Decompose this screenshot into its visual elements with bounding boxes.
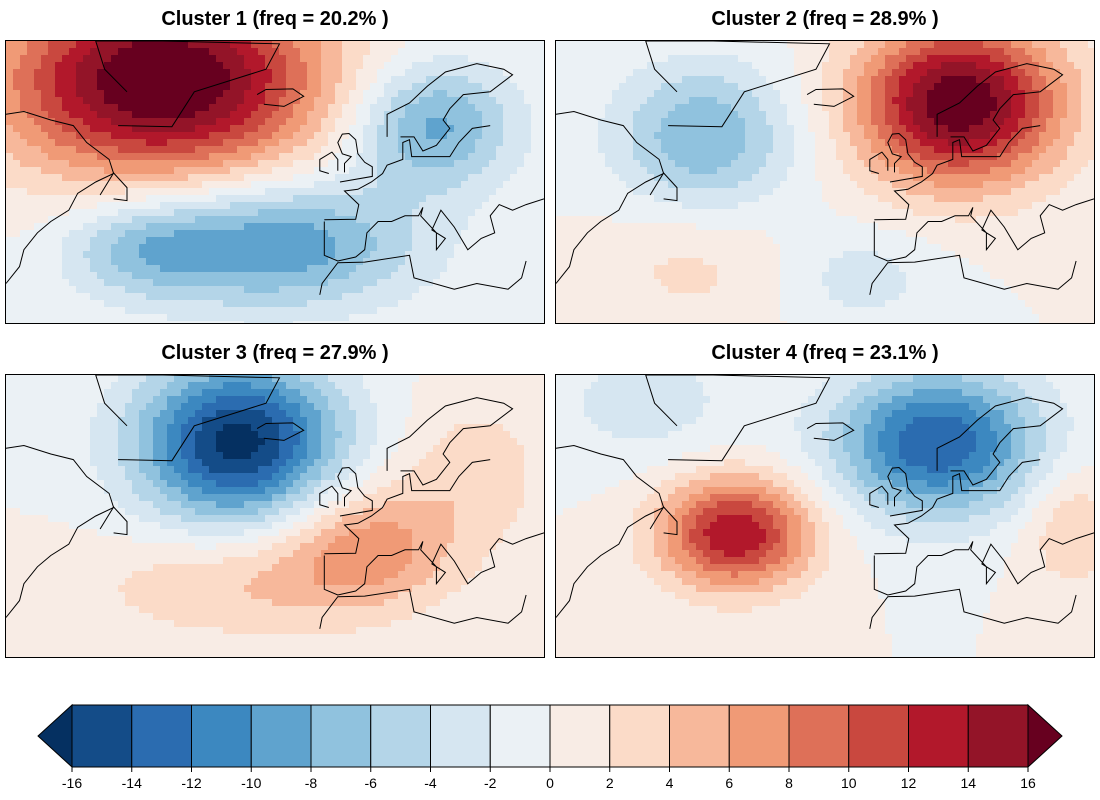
north-africa-coastline	[869, 254, 1077, 295]
anomaly-field	[6, 375, 544, 657]
colorbar-tick-label: -12	[181, 775, 201, 791]
north-africa-coastline	[319, 588, 527, 629]
map-cluster-4	[555, 374, 1095, 658]
scandinavia-coastline	[386, 63, 514, 152]
colorbar-tick-label: -6	[365, 775, 378, 791]
biscay-coastline	[874, 459, 1041, 555]
north-america-coastline	[556, 444, 665, 618]
iceland-coastline	[256, 88, 305, 107]
great-britain-coastline	[887, 132, 923, 183]
europe-coastline	[323, 532, 544, 596]
scandinavia-coastline	[936, 397, 1064, 486]
colorbar-extend-low	[37, 703, 73, 769]
anomaly-field	[556, 375, 1094, 657]
colorbar-tick-label: -14	[122, 775, 142, 791]
ireland-coastline	[319, 485, 339, 508]
colorbar: -16 -14 -12 -10 -8 -6 -4 -2 0 2 4 6 8 10 12 14 16	[37, 703, 1063, 791]
scandinavia-coastline	[936, 63, 1064, 152]
colorbar-tick-label: 14	[960, 775, 976, 791]
iceland-coastline	[256, 422, 305, 441]
scandinavia-coastline	[386, 397, 514, 486]
coastlines	[6, 41, 544, 295]
map-cluster-1	[5, 40, 545, 324]
coastlines	[556, 375, 1094, 629]
colorbar-tick-label: 0	[546, 775, 554, 791]
colorbar-swatch	[609, 704, 670, 768]
colorbar-swatch	[131, 704, 192, 768]
greenland-coastline	[645, 375, 831, 462]
colorbar-tick-label: 10	[841, 775, 857, 791]
colorbar-extend-high	[1027, 703, 1063, 769]
colorbar-tick-label: 12	[901, 775, 917, 791]
north-america-coastline	[6, 444, 115, 618]
iceland-coastline	[806, 422, 855, 441]
colorbar-swatch	[430, 704, 491, 768]
colorbar-swatch	[310, 704, 372, 768]
great-britain-coastline	[337, 132, 373, 183]
biscay-coastline	[874, 125, 1041, 221]
panel-title: Cluster 3 (freq = 27.9% )	[161, 342, 389, 364]
ireland-coastline	[319, 151, 339, 174]
map-cluster-2	[555, 40, 1095, 324]
colorbar-swatch	[848, 704, 909, 768]
anomaly-field	[6, 41, 544, 323]
colorbar-swatch	[71, 704, 133, 768]
colorbar-tick-label: 2	[606, 775, 614, 791]
colorbar-tick-label: 4	[666, 775, 674, 791]
great-britain-coastline	[887, 466, 923, 517]
colorbar-swatch	[908, 704, 969, 768]
colorbar-swatch	[250, 704, 312, 768]
anomaly-field	[556, 41, 1094, 323]
newfoundland-coastline	[99, 172, 128, 202]
panel-title: Cluster 2 (freq = 28.9% )	[711, 8, 939, 30]
iceland-coastline	[806, 88, 855, 107]
coastlines	[6, 375, 544, 629]
ireland-coastline	[869, 151, 889, 174]
colorbar-swatch	[549, 704, 611, 768]
colorbar-tick-label: -4	[424, 775, 437, 791]
newfoundland-coastline	[649, 172, 678, 202]
ireland-coastline	[869, 485, 889, 508]
biscay-coastline	[324, 459, 491, 555]
panel-title: Cluster 1 (freq = 20.2% )	[161, 8, 389, 30]
colorbar-tick-label: 16	[1020, 775, 1036, 791]
colorbar-tick-label: -16	[62, 775, 82, 791]
newfoundland-coastline	[649, 506, 678, 536]
biscay-coastline	[324, 125, 491, 221]
colorbar-tick-label: -8	[305, 775, 318, 791]
colorbar-swatch	[370, 704, 431, 768]
colorbar-tick-label: -10	[241, 775, 261, 791]
colorbar-swatch	[669, 704, 730, 768]
north-africa-coastline	[869, 588, 1077, 629]
colorbar-swatch	[788, 704, 850, 768]
colorbar-swatch	[191, 704, 252, 768]
europe-coastline	[873, 198, 1094, 262]
north-america-coastline	[6, 110, 115, 284]
greenland-coastline	[95, 375, 281, 462]
europe-coastline	[873, 532, 1094, 596]
great-britain-coastline	[337, 466, 373, 517]
greenland-coastline	[645, 41, 831, 128]
newfoundland-coastline	[99, 506, 128, 536]
north-america-coastline	[556, 110, 665, 284]
colorbar-swatch	[728, 704, 790, 768]
panel-title: Cluster 4 (freq = 23.1% )	[711, 342, 939, 364]
europe-coastline	[323, 198, 544, 262]
colorbar-tick-label: -2	[484, 775, 497, 791]
colorbar-swatch	[489, 704, 551, 768]
greenland-coastline	[95, 41, 281, 128]
colorbar-swatch	[967, 704, 1029, 768]
coastlines	[556, 41, 1094, 295]
colorbar-tick-label: 6	[725, 775, 733, 791]
colorbar-tick-label: 8	[785, 775, 793, 791]
map-cluster-3	[5, 374, 545, 658]
north-africa-coastline	[319, 254, 527, 295]
